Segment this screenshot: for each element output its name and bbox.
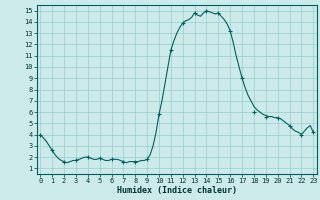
X-axis label: Humidex (Indice chaleur): Humidex (Indice chaleur) [117, 186, 237, 195]
